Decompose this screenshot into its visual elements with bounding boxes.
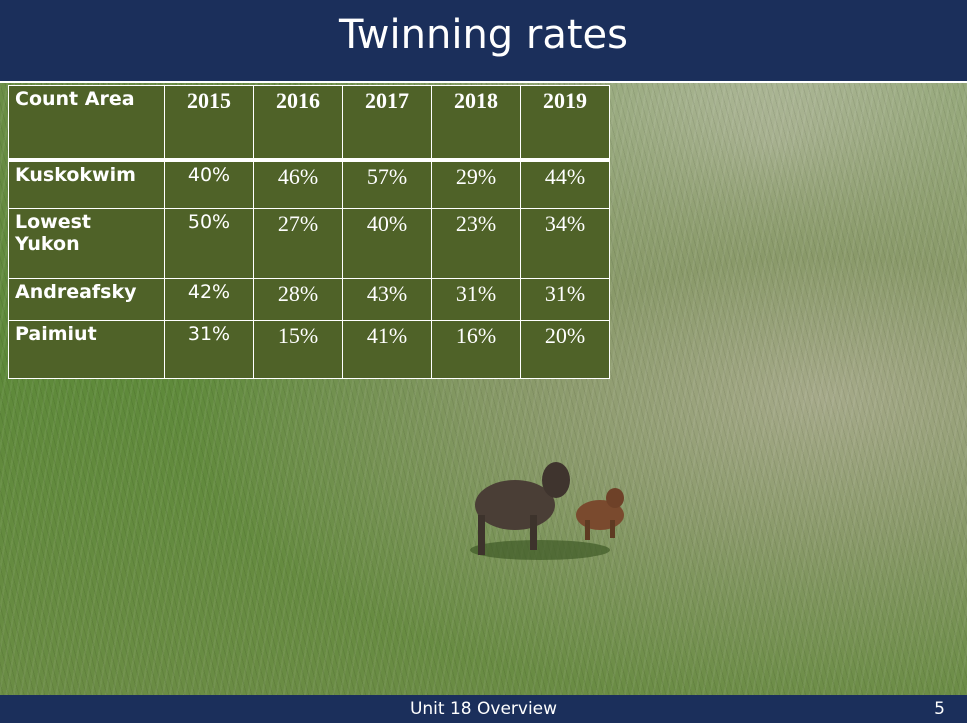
cell: 29% bbox=[431, 159, 521, 209]
table-body: Kuskokwim 40% 46% 57% 29% 44% Lowest Yukon 50% 2… bbox=[8, 159, 610, 379]
cell: 31% bbox=[520, 277, 610, 321]
row-label: Paimiut bbox=[8, 319, 165, 379]
row-label: Andreafsky bbox=[8, 277, 165, 321]
cell: 50% bbox=[164, 207, 254, 279]
footer: Unit 18 Overview 5 bbox=[0, 695, 967, 723]
cell: 28% bbox=[253, 277, 343, 321]
cell: 46% bbox=[253, 159, 343, 209]
title: Twinning rates bbox=[338, 12, 628, 58]
row-label: Lowest Yukon bbox=[8, 207, 165, 279]
cell: 34% bbox=[520, 207, 610, 279]
cell: 41% bbox=[342, 319, 432, 379]
table-row: Kuskokwim 40% 46% 57% 29% 44% bbox=[8, 159, 610, 209]
column-header: 2015 bbox=[164, 85, 254, 162]
column-header: Count Area bbox=[8, 85, 165, 162]
column-header: 2017 bbox=[342, 85, 432, 162]
row-label: Kuskokwim bbox=[8, 159, 165, 209]
cell: 27% bbox=[253, 207, 343, 279]
table: Count Area 2015 2016 2017 2018 2019 Kuskokwim 4… bbox=[8, 85, 610, 379]
cell: 40% bbox=[164, 159, 254, 209]
cell: 40% bbox=[342, 207, 432, 279]
column-header: 2018 bbox=[431, 85, 521, 162]
footer-text: Unit 18 Overview bbox=[409, 699, 558, 719]
cell: 57% bbox=[342, 159, 432, 209]
cell: 43% bbox=[342, 277, 432, 321]
table-row: Paimiut 31% 15% 41% 16% 20% bbox=[8, 319, 610, 379]
cell: 42% bbox=[164, 277, 254, 321]
column-header: 2019 bbox=[520, 85, 610, 162]
table-row: Andreafsky 42% 28% 43% 31% 31% bbox=[8, 277, 610, 321]
title-bar: Twinning rates bbox=[0, 0, 967, 83]
cell: 20% bbox=[520, 319, 610, 379]
page-number: 5 bbox=[934, 699, 945, 719]
cell: 15% bbox=[253, 319, 343, 379]
table-row: Lowest Yukon 50% 27% 40% 23% 34% bbox=[8, 207, 610, 279]
cell: 31% bbox=[164, 319, 254, 379]
cell: 31% bbox=[431, 277, 521, 321]
cell: 23% bbox=[431, 207, 521, 279]
cell: 16% bbox=[431, 319, 521, 379]
column-header: 2016 bbox=[253, 85, 343, 162]
header-row: Count Area 2015 2016 2017 2018 2019 bbox=[8, 85, 610, 162]
cell: 44% bbox=[520, 159, 610, 209]
